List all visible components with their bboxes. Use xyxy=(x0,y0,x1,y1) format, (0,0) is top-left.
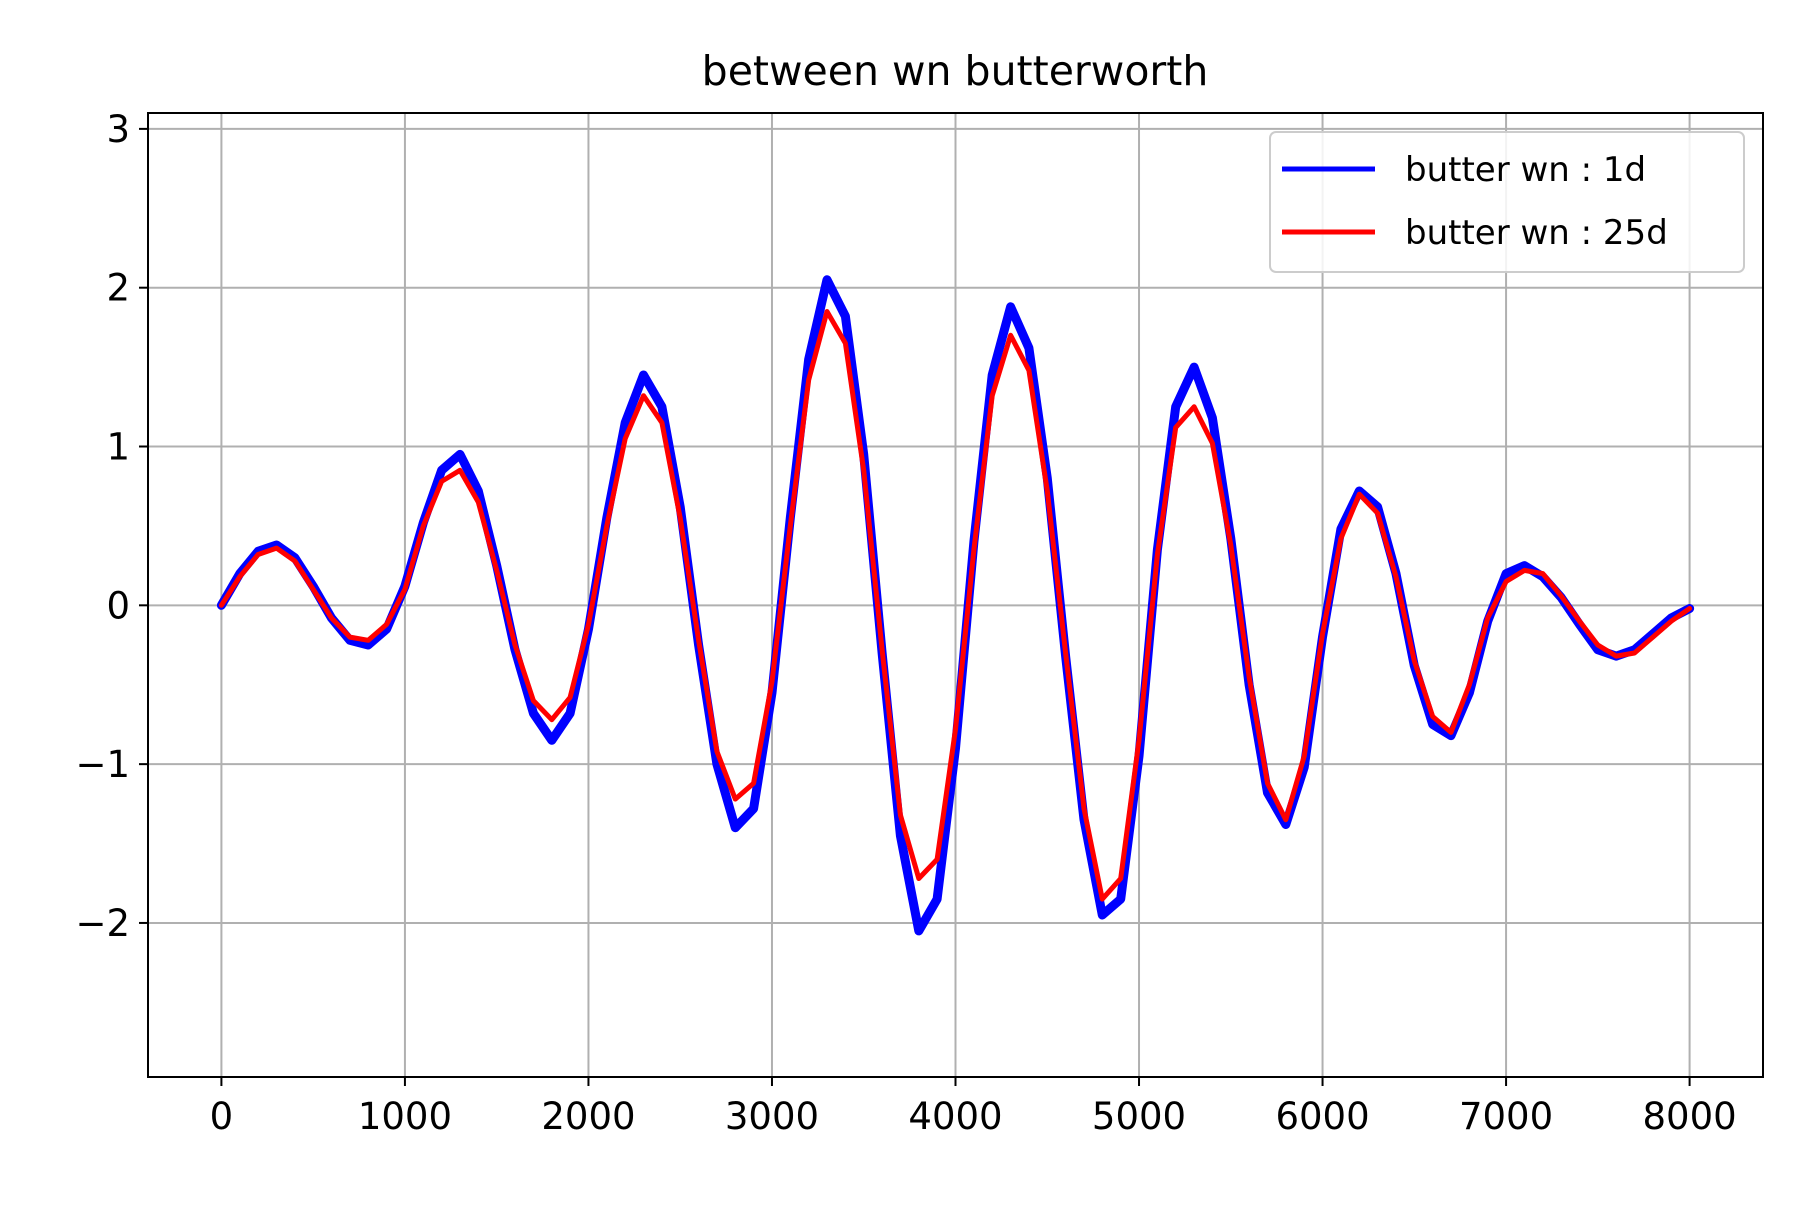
series-line-butter-1d xyxy=(216,275,1695,936)
y-tick-label: 0 xyxy=(106,584,130,627)
x-tick-label: 0 xyxy=(210,1095,234,1138)
legend-label-butter-1d: butter wn : 1d xyxy=(1405,150,1646,190)
series-line-butter-25d xyxy=(218,309,1693,902)
x-tick-label: 8000 xyxy=(1643,1095,1737,1138)
x-tick-label: 5000 xyxy=(1092,1095,1186,1138)
legend-box xyxy=(1269,131,1745,273)
x-tick-label: 1000 xyxy=(358,1095,452,1138)
y-tick-label: −1 xyxy=(75,743,130,786)
legend-label-butter-25d: butter wn : 25d xyxy=(1405,213,1668,253)
x-tick-label: 7000 xyxy=(1459,1095,1553,1138)
y-tick-label: 1 xyxy=(106,426,130,469)
y-tick-label: 2 xyxy=(106,267,130,310)
series-group xyxy=(216,275,1695,936)
x-tick-label: 6000 xyxy=(1275,1095,1369,1138)
x-tick-label: 4000 xyxy=(908,1095,1002,1138)
legend: butter wn : 1d butter wn : 25d xyxy=(1269,131,1745,273)
x-tick-label: 2000 xyxy=(541,1095,635,1138)
chart-title: between wn butterworth xyxy=(702,47,1209,95)
ticks: 0 1000 2000 3000 4000 5000 6000 7000 8000 −2 −1 0 1 2… xyxy=(75,108,1736,1138)
x-tick-label: 3000 xyxy=(725,1095,819,1138)
y-tick-label: −2 xyxy=(75,902,130,945)
y-tick-label: 3 xyxy=(106,108,130,151)
